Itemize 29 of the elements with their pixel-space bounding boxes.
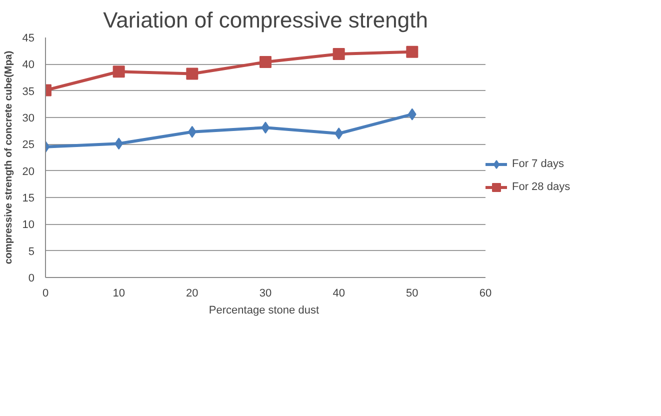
x-tick-label: 20: [186, 288, 198, 300]
point: [406, 46, 418, 58]
y-tick-label: 0: [28, 272, 35, 284]
y-tick-label: 45: [22, 32, 35, 44]
point: [112, 66, 125, 78]
y-tick-label: 15: [22, 192, 35, 204]
point: [261, 122, 270, 134]
y-tick-label: 30: [22, 112, 35, 124]
y-tick-label: 40: [22, 59, 35, 72]
y-tick-label: 25: [22, 139, 35, 152]
x-axis-title: Percentage stone dust: [208, 304, 320, 316]
point: [332, 48, 345, 60]
point: [186, 68, 198, 80]
point: [334, 128, 343, 140]
x-tick-label: 40: [332, 288, 345, 300]
legend-label: For 7 days: [512, 158, 564, 170]
y-axis-title: compressive strength of concrete cube(Mpa): [3, 50, 14, 264]
x-tick-label: 10: [112, 288, 125, 300]
y-tick-label: 35: [22, 86, 35, 98]
x-tick-label: 50: [406, 288, 418, 300]
chart-title: Variation of compressive strength: [103, 8, 428, 32]
legend-label: For 28 days: [512, 181, 570, 193]
y-tick-label: 20: [22, 166, 35, 178]
x-tick-label: 30: [259, 288, 272, 300]
x-tick-label: 0: [42, 288, 49, 300]
y-tick-label: 10: [22, 219, 35, 232]
x-tick-label: 60: [479, 288, 492, 300]
y-tick-label: 5: [28, 246, 35, 258]
point: [260, 56, 272, 68]
